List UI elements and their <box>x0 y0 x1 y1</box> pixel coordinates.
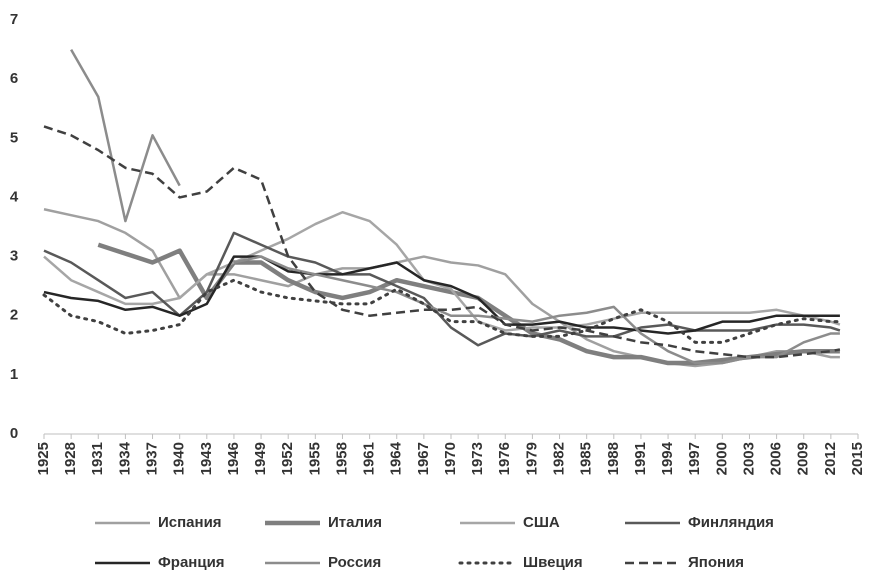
x-tick-label: 1946 <box>225 442 242 475</box>
x-tick-label: 1985 <box>578 442 595 475</box>
y-tick-label: 0 <box>10 425 18 442</box>
x-tick-label: 1934 <box>116 441 133 475</box>
x-tick-label: 2012 <box>822 442 839 475</box>
y-tick-label: 5 <box>10 129 18 146</box>
legend-label: Италия <box>328 514 382 531</box>
x-tick-label: 1940 <box>171 442 188 475</box>
x-tick-label: 2003 <box>740 442 757 475</box>
x-tick-label: 1943 <box>198 442 215 475</box>
x-tick-label: 2009 <box>795 442 812 475</box>
x-tick-label: 1979 <box>523 442 540 475</box>
series-line <box>42 278 842 344</box>
x-tick-label: 1928 <box>62 442 79 475</box>
x-tick-label: 1991 <box>632 442 649 475</box>
x-tick-label: 1952 <box>279 442 296 475</box>
series-line <box>97 242 840 366</box>
legend-label: Финляндия <box>688 514 774 531</box>
x-tick-label: 1925 <box>35 442 52 475</box>
x-tick-label: 1967 <box>415 442 432 475</box>
y-tick-label: 7 <box>10 11 18 28</box>
x-tick-label: 1931 <box>89 442 106 475</box>
legend-label: Япония <box>688 554 744 571</box>
series-line <box>43 210 841 332</box>
x-tick-label: 2000 <box>713 442 730 475</box>
x-tick-label: 1976 <box>496 442 513 475</box>
x-tick-label: 1994 <box>659 441 676 475</box>
y-tick-label: 4 <box>10 188 19 205</box>
x-tick-label: 2015 <box>849 442 866 475</box>
y-tick-label: 1 <box>10 366 18 383</box>
x-tick-label: 1949 <box>252 442 269 475</box>
series-line <box>70 48 840 365</box>
legend-label: Испания <box>158 514 222 531</box>
x-tick-label: 2006 <box>768 442 785 475</box>
y-tick-label: 6 <box>10 70 18 87</box>
x-tick-label: 1937 <box>144 442 161 475</box>
legend-label: Россия <box>328 554 381 571</box>
series-line <box>43 255 840 335</box>
x-tick-label: 1973 <box>469 442 486 475</box>
y-tick-label: 3 <box>10 248 18 265</box>
legend-label: Франция <box>158 554 225 571</box>
x-tick-label: 1958 <box>333 442 350 475</box>
legend-label: США <box>523 514 560 531</box>
x-tick-label: 1961 <box>361 442 378 475</box>
x-tick-label: 1982 <box>551 442 568 475</box>
x-tick-label: 1970 <box>442 442 459 475</box>
legend-label: Швеция <box>523 554 583 571</box>
x-tick-label: 1964 <box>388 441 405 475</box>
series-line <box>43 125 841 359</box>
y-tick-label: 2 <box>10 307 18 324</box>
x-tick-label: 1955 <box>306 442 323 475</box>
x-tick-label: 1997 <box>686 442 703 475</box>
x-tick-label: 1988 <box>605 442 622 475</box>
